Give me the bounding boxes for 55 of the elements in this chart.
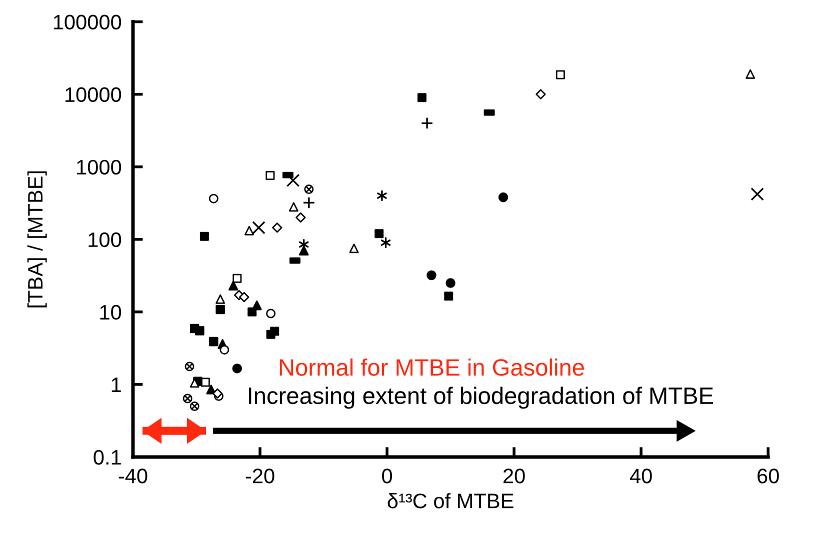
point bbox=[374, 229, 384, 238]
y-tick-label: 10000 bbox=[66, 87, 122, 102]
point bbox=[266, 308, 276, 318]
point bbox=[209, 336, 218, 346]
y-tick-label: 10 bbox=[100, 304, 122, 320]
point bbox=[426, 270, 436, 280]
point bbox=[270, 326, 280, 336]
point bbox=[228, 280, 238, 291]
x-axis-title: δ¹³C of MTBE bbox=[388, 493, 514, 508]
point bbox=[208, 194, 218, 204]
point bbox=[750, 188, 764, 201]
x-tick-label: 20 bbox=[504, 468, 525, 484]
point bbox=[556, 70, 565, 80]
point bbox=[195, 326, 204, 336]
point bbox=[272, 222, 282, 233]
point bbox=[190, 378, 200, 388]
point bbox=[286, 174, 300, 188]
point bbox=[302, 196, 316, 209]
point bbox=[248, 307, 257, 316]
annotation: Normal for MTBE in Gasoline bbox=[280, 358, 584, 376]
point bbox=[200, 232, 209, 241]
x-tick-label: 40 bbox=[630, 468, 652, 484]
point bbox=[380, 237, 391, 248]
y-tick-label: 1000 bbox=[77, 160, 122, 175]
point bbox=[536, 89, 546, 100]
y-axis-title: [TBA] / [MTBE] bbox=[27, 171, 47, 308]
point bbox=[220, 345, 230, 355]
point bbox=[420, 116, 434, 130]
x-tick-label: -40 bbox=[118, 468, 148, 484]
point bbox=[288, 202, 298, 212]
point bbox=[244, 226, 254, 236]
point bbox=[446, 278, 456, 288]
point bbox=[239, 292, 250, 302]
x-tick-label: 60 bbox=[758, 468, 779, 484]
point bbox=[296, 212, 306, 223]
point bbox=[498, 192, 508, 202]
y-tick-label: 1 bbox=[112, 378, 121, 392]
y-tick-label: 0.1 bbox=[94, 450, 121, 465]
point bbox=[216, 294, 226, 304]
point bbox=[232, 364, 242, 374]
point bbox=[444, 292, 454, 301]
y-tick-label: 100000 bbox=[54, 14, 122, 30]
annotation: Increasing extent of biodegradation of MTBE bbox=[248, 386, 714, 409]
point bbox=[266, 170, 275, 180]
x-tick-label: 0 bbox=[382, 468, 392, 484]
point bbox=[232, 274, 242, 283]
point bbox=[252, 221, 266, 234]
x-tick-label: -20 bbox=[246, 468, 274, 484]
point bbox=[216, 304, 225, 314]
point bbox=[212, 388, 223, 399]
point bbox=[377, 190, 387, 202]
y-tick-label: 100 bbox=[88, 232, 122, 248]
point bbox=[417, 93, 426, 102]
point bbox=[349, 244, 359, 254]
point bbox=[746, 69, 756, 79]
